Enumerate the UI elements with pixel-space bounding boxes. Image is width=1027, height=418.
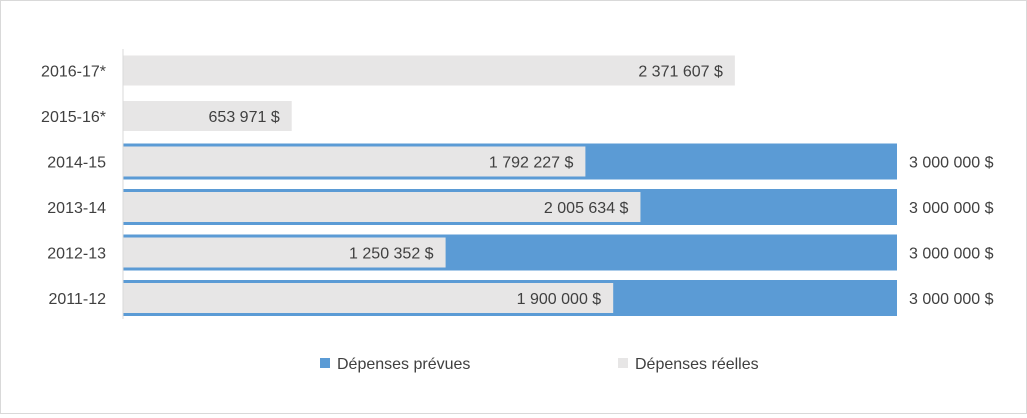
category-label: 2011-12 — [48, 291, 106, 308]
bars-layer — [123, 55, 897, 316]
data-label-actual: 653 971 $ — [209, 109, 280, 126]
data-label-actual: 1 792 227 $ — [489, 155, 574, 172]
data-label-planned: 3 000 000 $ — [909, 246, 994, 263]
legend-item-actual: Dépenses réelles — [618, 356, 759, 373]
data-label-actual: 2 005 634 $ — [544, 200, 629, 217]
category-label: 2013-14 — [47, 200, 106, 217]
category-label: 2015-16* — [41, 109, 106, 126]
data-labels-layer: 3 000 000 $ 1 900 000 $ 3 000 000 $ 1 250 3… — [209, 64, 994, 309]
legend-swatch — [618, 358, 628, 368]
data-label-planned: 3 000 000 $ — [909, 200, 994, 217]
data-label-actual: 2 371 607 $ — [638, 64, 723, 81]
data-label-planned: 3 000 000 $ — [909, 155, 994, 172]
data-label-planned: 3 000 000 $ — [909, 291, 994, 308]
legend-label: Dépenses réelles — [635, 356, 759, 373]
bar-actual — [123, 192, 641, 222]
category-label: 2012-13 — [47, 246, 106, 263]
data-label-actual: 1 250 352 $ — [349, 246, 434, 263]
category-label: 2016-17* — [41, 64, 106, 81]
legend-item-planned: Dépenses prévues — [320, 356, 470, 373]
category-labels-layer: 2011-12 2012-13 2013-14 2014-15 2015-16* 2016… — [41, 64, 106, 309]
bar-actual — [123, 55, 735, 86]
bar-actual — [123, 101, 292, 131]
legend-label: Dépenses prévues — [337, 356, 470, 373]
bar-actual — [123, 283, 614, 313]
bar-actual — [123, 146, 586, 177]
legend-swatch — [320, 358, 330, 368]
legend: Dépenses prévues Dépenses réelles — [320, 356, 759, 373]
data-label-actual: 1 900 000 $ — [517, 291, 602, 308]
category-label: 2014-15 — [47, 155, 106, 172]
bar-actual — [123, 237, 446, 268]
